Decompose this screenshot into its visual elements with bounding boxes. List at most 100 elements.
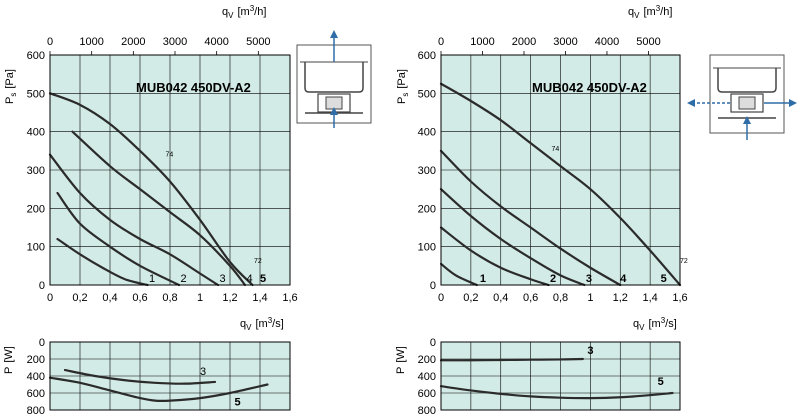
x-tick-label: 0,2 bbox=[72, 292, 87, 304]
curve-series-1 bbox=[439, 262, 478, 287]
curve-label-2: 2 bbox=[181, 273, 187, 285]
x-tick-label: 1 bbox=[587, 292, 593, 304]
right-pressure-curve-labels: 1 2 3 4 5 74 72 bbox=[480, 146, 688, 285]
left-pressure-curves bbox=[48, 92, 254, 287]
left-chart-title: MUB042 450DV-A2 bbox=[136, 80, 251, 95]
curve-label-4: 4 bbox=[247, 273, 253, 285]
right-power-plot-border bbox=[440, 341, 681, 411]
y-tick-label: 600 bbox=[418, 388, 436, 400]
right-top-axis-label: qV [m3/h] bbox=[628, 4, 672, 20]
curve-series-3 bbox=[439, 188, 586, 287]
left-bottom-axis-label-unit: [m bbox=[255, 318, 267, 330]
curve-series-2 bbox=[56, 191, 181, 287]
curve-series-3 bbox=[63, 368, 217, 385]
airflow-side-icon-arrow-in-head bbox=[743, 116, 751, 124]
curve-label-74: 74 bbox=[166, 152, 174, 159]
x-tick-label: 0,4 bbox=[102, 292, 117, 304]
airflow-side-icon-housing bbox=[717, 68, 777, 93]
left-power-y-ticks: 0 200 400 600 800 bbox=[27, 337, 45, 415]
y-tick-label: 600 bbox=[27, 50, 45, 62]
curve-label-5: 5 bbox=[661, 273, 667, 285]
airflow-up-icon-housing bbox=[304, 62, 364, 93]
y-tick-label: 100 bbox=[418, 242, 436, 254]
x-tick-label: 0,6 bbox=[523, 292, 538, 304]
right-y-axis-label-sub: s bbox=[401, 93, 410, 97]
x-tick-label: 0,2 bbox=[463, 292, 478, 304]
airflow-side-icon-arrow-right-head bbox=[789, 99, 797, 107]
airflow-up-icon-arrow-in-head bbox=[330, 107, 338, 115]
right-power-y-axis-label-p: P bbox=[395, 367, 407, 374]
curve-label-2: 2 bbox=[550, 273, 556, 285]
curve-label-3: 3 bbox=[586, 273, 592, 285]
curve-series-5 bbox=[48, 376, 269, 403]
y-tick-label: 400 bbox=[27, 371, 45, 383]
right-power-curve-labels: 35 bbox=[587, 345, 663, 388]
y-tick-label: 0 bbox=[39, 337, 45, 349]
y-tick-label: 600 bbox=[418, 50, 436, 62]
left-power-curve-labels: 35 bbox=[200, 366, 241, 409]
right-power-y-axis-label-unit: [W] bbox=[395, 346, 407, 363]
right-pressure-plot-border bbox=[440, 54, 681, 286]
left-bottom-axis-label-sub: V bbox=[246, 323, 252, 332]
curve-series-3 bbox=[48, 153, 220, 287]
curve-label-5: 5 bbox=[260, 273, 266, 285]
x-tick-label: 1,6 bbox=[672, 292, 687, 304]
x-tick-label: 0,4 bbox=[493, 292, 508, 304]
right-bottom-axis-label-end: /s] bbox=[665, 318, 677, 330]
curve-label-74: 74 bbox=[552, 146, 560, 153]
y-tick-label: 0 bbox=[39, 280, 45, 292]
curve-series-5 bbox=[48, 92, 254, 287]
airflow-up-diagram-icon bbox=[296, 30, 372, 128]
x-tick-label: 1,2 bbox=[222, 292, 237, 304]
left-top-axis-label: qV [m3/h] bbox=[222, 4, 266, 20]
left-top-axis-label-unit: [m bbox=[237, 6, 249, 18]
left-pressure-y-ticks: 0 100 200 300 400 500 600 bbox=[27, 50, 45, 292]
top-tick-label: 2000 bbox=[512, 36, 536, 48]
x-tick-label: 0,6 bbox=[132, 292, 147, 304]
right-bottom-axis-label-exp: 3 bbox=[661, 316, 666, 325]
x-tick-label: 1,4 bbox=[252, 292, 267, 304]
airflow-side-icon-arrow-left-head bbox=[687, 99, 695, 107]
top-tick-label: 3000 bbox=[163, 36, 187, 48]
right-chart-title: MUB042 450DV-A2 bbox=[532, 80, 647, 95]
x-tick-label: 0,8 bbox=[162, 292, 177, 304]
left-pressure-curve-labels: 1 2 3 4 5 74 72 bbox=[149, 152, 266, 286]
top-tick-label: 2000 bbox=[121, 36, 145, 48]
curve-label-3: 3 bbox=[220, 273, 226, 285]
right-top-axis-label-exp: 3 bbox=[656, 4, 661, 13]
curve-label-72: 72 bbox=[680, 258, 688, 265]
top-tick-label: 0 bbox=[47, 36, 53, 48]
left-pressure-top-ticks: 0 1000 2000 3000 4000 5000 bbox=[47, 36, 271, 55]
right-top-axis-label-unit: [m bbox=[643, 6, 655, 18]
right-pressure-x-ticks: 0 0,2 0,4 0,6 0,8 1 1,2 1,4 1,6 bbox=[438, 292, 688, 304]
left-y-axis-label-p: P bbox=[4, 97, 16, 104]
x-tick-label: 1,2 bbox=[613, 292, 628, 304]
y-tick-label: 500 bbox=[27, 88, 45, 100]
x-tick-label: 0 bbox=[438, 292, 444, 304]
left-pressure-chart: 0 0,2 0,4 0,6 0,8 1 1,2 1,4 1,6 0100200300400500… bbox=[4, 4, 298, 332]
right-bottom-axis-label-sub: V bbox=[639, 323, 645, 332]
left-pressure-plot-border bbox=[49, 54, 291, 286]
left-power-curves bbox=[48, 368, 269, 403]
curve-series-5 bbox=[439, 385, 674, 400]
left-bottom-axis-label-end: /s] bbox=[272, 318, 284, 330]
curve-label-1: 1 bbox=[480, 273, 486, 285]
left-power-y-axis-label-unit: [W] bbox=[3, 346, 15, 363]
right-pressure-chart: 0 0,2 0,4 0,6 0,8 1 1,2 1,4 1,6 0100200300400500… bbox=[396, 4, 688, 332]
curve-label-3: 3 bbox=[200, 366, 206, 378]
top-tick-label: 5000 bbox=[246, 36, 270, 48]
y-tick-label: 100 bbox=[27, 242, 45, 254]
y-tick-label: 0 bbox=[430, 280, 436, 292]
left-power-y-axis-label-p: P bbox=[3, 367, 15, 374]
x-tick-label: 0,8 bbox=[553, 292, 568, 304]
left-top-axis-label-q: q bbox=[222, 6, 228, 18]
x-tick-label: 1 bbox=[197, 292, 203, 304]
airflow-up-icon-arrow-out-head bbox=[330, 30, 338, 38]
y-tick-label: 800 bbox=[418, 405, 436, 415]
right-top-axis-label-sub: V bbox=[634, 11, 640, 20]
right-y-axis-label: Ps [Pa] bbox=[396, 69, 410, 104]
right-power-y-axis-label: P [W] bbox=[395, 346, 407, 374]
